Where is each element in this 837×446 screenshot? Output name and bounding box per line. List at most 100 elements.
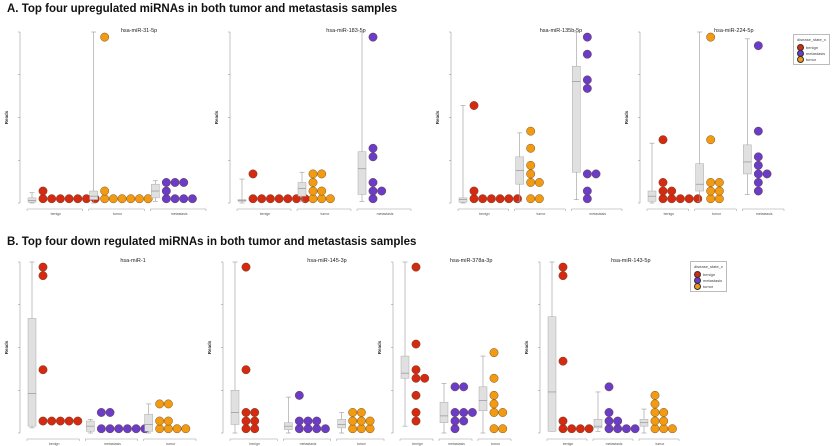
data-point-benign	[250, 416, 260, 426]
x-tick-label: tumor	[491, 442, 501, 446]
data-point-metastasis	[613, 416, 623, 426]
group-bracket	[438, 438, 473, 441]
group-bracket	[638, 438, 680, 441]
data-point-benign	[241, 365, 251, 375]
data-point-benign	[248, 194, 258, 204]
data-point-benign	[658, 194, 668, 204]
data-point-benign	[667, 194, 677, 204]
data-point-metastasis	[96, 424, 106, 434]
data-point-metastasis	[170, 194, 180, 204]
group-bracket	[514, 208, 566, 211]
x-tick-label: tumor	[712, 212, 722, 216]
data-point-metastasis	[450, 424, 460, 434]
group-bracket	[236, 208, 292, 211]
data-point-tumor	[155, 424, 165, 434]
data-point-benign	[469, 194, 479, 204]
box	[337, 419, 346, 429]
data-point-metastasis	[368, 178, 378, 187]
box	[144, 413, 153, 432]
group-bracket	[356, 208, 412, 211]
panel-title: hsa-miR-183-5p	[326, 28, 365, 34]
box	[572, 65, 581, 173]
data-point-tumor	[706, 194, 716, 204]
data-point-metastasis	[96, 408, 106, 417]
group-bracket	[229, 438, 278, 441]
data-point-metastasis	[762, 169, 772, 179]
data-point-tumor	[308, 169, 318, 179]
data-point-benign	[241, 424, 251, 434]
data-point-metastasis	[459, 408, 469, 417]
tumor-swatch	[797, 55, 804, 63]
data-point-tumor	[356, 408, 366, 417]
x-tick-label: benign	[260, 212, 271, 216]
data-point-tumor	[317, 194, 327, 204]
data-point-benign	[38, 365, 48, 375]
data-point-metastasis	[450, 382, 460, 392]
data-point-tumor	[317, 169, 327, 179]
data-point-metastasis	[459, 382, 469, 392]
data-point-tumor	[659, 408, 669, 417]
data-point-tumor	[317, 186, 327, 196]
data-point-benign	[558, 416, 568, 426]
data-point-benign	[241, 262, 251, 272]
data-point-metastasis	[114, 424, 124, 434]
data-point-metastasis	[459, 416, 469, 426]
data-point-tumor	[489, 390, 499, 400]
box	[695, 163, 704, 192]
box	[439, 401, 449, 423]
data-point-benign	[420, 373, 430, 383]
data-point-tumor	[308, 186, 318, 196]
data-point-benign	[411, 365, 421, 375]
data-point-metastasis	[753, 178, 763, 187]
data-point-metastasis	[368, 186, 378, 196]
data-point-metastasis	[753, 41, 763, 51]
data-point-metastasis	[161, 186, 171, 196]
x-tick-label: metastasis	[756, 212, 773, 216]
data-point-tumor	[163, 399, 173, 409]
x-tick-label: benign	[51, 212, 62, 216]
panel-title: hsa-miR-145-3p	[307, 258, 346, 264]
data-point-metastasis	[753, 186, 763, 196]
data-point-metastasis	[450, 416, 460, 426]
y-axis-label: Reads	[524, 340, 529, 354]
legend-title: disease_state_x	[797, 37, 826, 42]
legend-label: metastasis	[703, 277, 723, 283]
data-point-metastasis	[604, 416, 614, 426]
data-point-benign	[411, 408, 421, 417]
x-tick-label: tumor	[113, 212, 123, 216]
data-point-metastasis	[753, 152, 763, 162]
data-point-benign	[469, 101, 479, 110]
data-point-benign	[56, 416, 65, 426]
group-bracket	[399, 438, 434, 441]
tumor-swatch	[694, 282, 701, 290]
x-tick-label: metastasis	[171, 212, 188, 216]
panel-title: hsa-miR-135b-5p	[540, 28, 583, 34]
data-point-benign	[411, 390, 421, 400]
data-point-tumor	[489, 348, 499, 358]
data-point-benign	[38, 186, 48, 196]
data-point-benign	[567, 424, 577, 434]
group-bracket	[457, 208, 509, 211]
data-point-metastasis	[161, 178, 171, 187]
data-point-benign	[558, 262, 568, 272]
box	[547, 316, 557, 432]
data-point-benign	[64, 416, 74, 426]
data-point-metastasis	[604, 408, 614, 417]
data-point-benign	[486, 194, 496, 204]
data-point-metastasis	[188, 194, 197, 204]
data-point-tumor	[135, 194, 144, 204]
data-point-tumor	[100, 186, 110, 196]
data-point-tumor	[100, 32, 110, 42]
data-point-metastasis	[582, 75, 592, 85]
data-point-benign	[248, 169, 258, 179]
group-bracket	[26, 208, 83, 211]
group-bracket	[546, 438, 588, 441]
group-bracket	[571, 208, 623, 211]
data-point-metastasis	[582, 84, 592, 93]
data-point-metastasis	[613, 424, 623, 434]
data-point-tumor	[650, 390, 660, 400]
y-axis-label: Reads	[624, 110, 629, 124]
group-bracket	[88, 208, 145, 211]
group-bracket	[592, 438, 634, 441]
panel-title: hsa-miR-378a-3p	[450, 258, 493, 264]
